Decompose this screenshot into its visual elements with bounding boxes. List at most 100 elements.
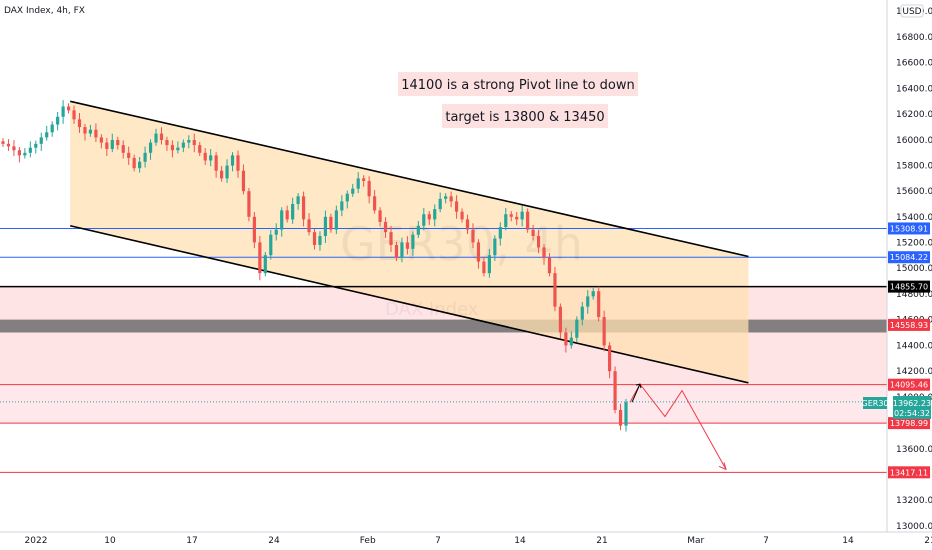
candle-body-106 [580,306,584,320]
level-tag-bg-0 [888,222,930,235]
candle-body-104 [569,337,573,346]
candle-body-4 [23,152,27,156]
candle-body-55 [301,196,306,220]
level-tag-4: 14095.46 [890,381,928,390]
note-pivot: 14100 is a strong Pivot line to down [401,78,635,93]
candle-body-3 [17,150,21,156]
candle-body-35 [192,140,196,146]
currency-label: USD [902,7,921,17]
projection-arrowhead [718,462,727,471]
y-tick-2: 16600.00 [896,59,932,69]
candle-body-92 [504,214,508,228]
level-tag-bg-1 [888,251,930,264]
candle-body-70 [383,221,388,233]
candle-body-47 [258,242,262,274]
candle-body-50 [274,229,278,235]
candle-body-14 [77,119,82,128]
candle-body-85 [465,219,470,230]
y-tick-3: 16400.00 [896,84,932,94]
candle-body-37 [203,152,207,161]
x-tick-11: 21 [924,536,932,546]
y-tick-18: 13000.00 [896,522,932,532]
level-tags: 15308.91 15084.22 14855.70 14558.93 14095.46… [888,222,930,479]
x-tick-6: 14 [514,536,526,546]
level-tag-6: 13417.11 [890,468,928,477]
y-tick-7: 15600.00 [896,187,932,197]
candle-body-45 [247,191,251,217]
candle-body-94 [515,216,519,220]
candle-body-65 [356,178,360,189]
candle-body-40 [219,170,224,179]
candle-body-27 [148,142,153,153]
candle-body-74 [405,242,410,249]
x-tick-0: 2022 [25,536,48,546]
candle-body-80 [438,198,442,210]
channel-lines [69,100,749,384]
candle-body-54 [296,196,300,204]
channel-fill [70,101,749,383]
candle-body-19 [105,142,109,149]
candle-body-72 [394,244,399,258]
current-price-tag[interactable]: GER30 13962.23 02:54:32 [862,396,932,419]
price-tag-bg [893,396,931,419]
y-tick-4: 16200.00 [896,110,932,120]
currency-button[interactable] [900,4,924,18]
candle-body-78 [427,214,431,220]
candle-body-43 [236,155,240,171]
note-target: target is 13800 & 13450 [445,110,604,125]
price-tag-value: 13962.23 [893,399,931,408]
candle-body-110 [602,317,606,346]
channel-upper-line[interactable] [69,100,749,258]
bounce-arrow [631,383,641,403]
candle-body-2 [12,146,16,151]
candle-body-66 [362,178,366,181]
candle-body-98 [536,236,541,248]
x-tick-1: 10 [104,536,116,546]
y-tick-8: 15400.00 [896,213,932,223]
candle-body-46 [252,216,256,243]
candle-body-73 [400,242,404,258]
candle-body-58 [318,236,322,245]
candle-body-112 [613,371,617,410]
candle-body-39 [214,155,218,171]
x-tick-8: Mar [687,536,704,546]
candle-body-42 [230,155,235,166]
candle-body-90 [493,238,497,256]
candle-body-82 [449,196,453,202]
channel-lower-line[interactable] [69,224,749,384]
y-tick-10: 15000.00 [896,264,932,274]
projection-path [0,383,887,471]
candle-body-71 [389,232,393,245]
candle-body-101 [553,273,557,307]
candles-layer [1,100,628,432]
candle-body-53 [291,204,295,220]
candle-body-29 [159,133,164,140]
candle-body-16 [88,129,93,134]
time-axis[interactable]: 2022 10 17 24 Feb 7 14 21 Mar 7 14 21 [0,531,932,546]
candle-body-83 [454,201,459,212]
candle-body-51 [280,210,284,230]
candle-body-31 [170,145,175,151]
price-axis[interactable]: 17000.0016800.0016600.0016400.0016200.00… [886,0,932,532]
y-tick-1: 16800.00 [896,33,932,43]
candle-body-34 [187,140,191,143]
level-tag-bg-3 [888,318,930,331]
candle-body-24 [132,157,136,169]
candle-body-28 [154,133,158,143]
pivot-band [0,319,887,333]
y-tick-14: 14200.00 [896,367,932,377]
y-tick-16: 13600.00 [896,445,932,455]
level-tag-bg-6 [888,466,930,479]
candle-body-17 [94,129,98,138]
x-tick-3: 24 [268,536,280,546]
candle-body-100 [547,257,552,274]
candle-body-75 [411,234,415,249]
watermark-name: DAX Index [385,299,479,320]
candle-body-5 [28,147,32,153]
x-tick-5: 7 [435,536,441,546]
candle-body-114 [624,402,628,426]
symbol-tag: GER30 [862,399,889,408]
candle-body-23 [127,152,131,158]
candle-body-88 [482,261,486,274]
